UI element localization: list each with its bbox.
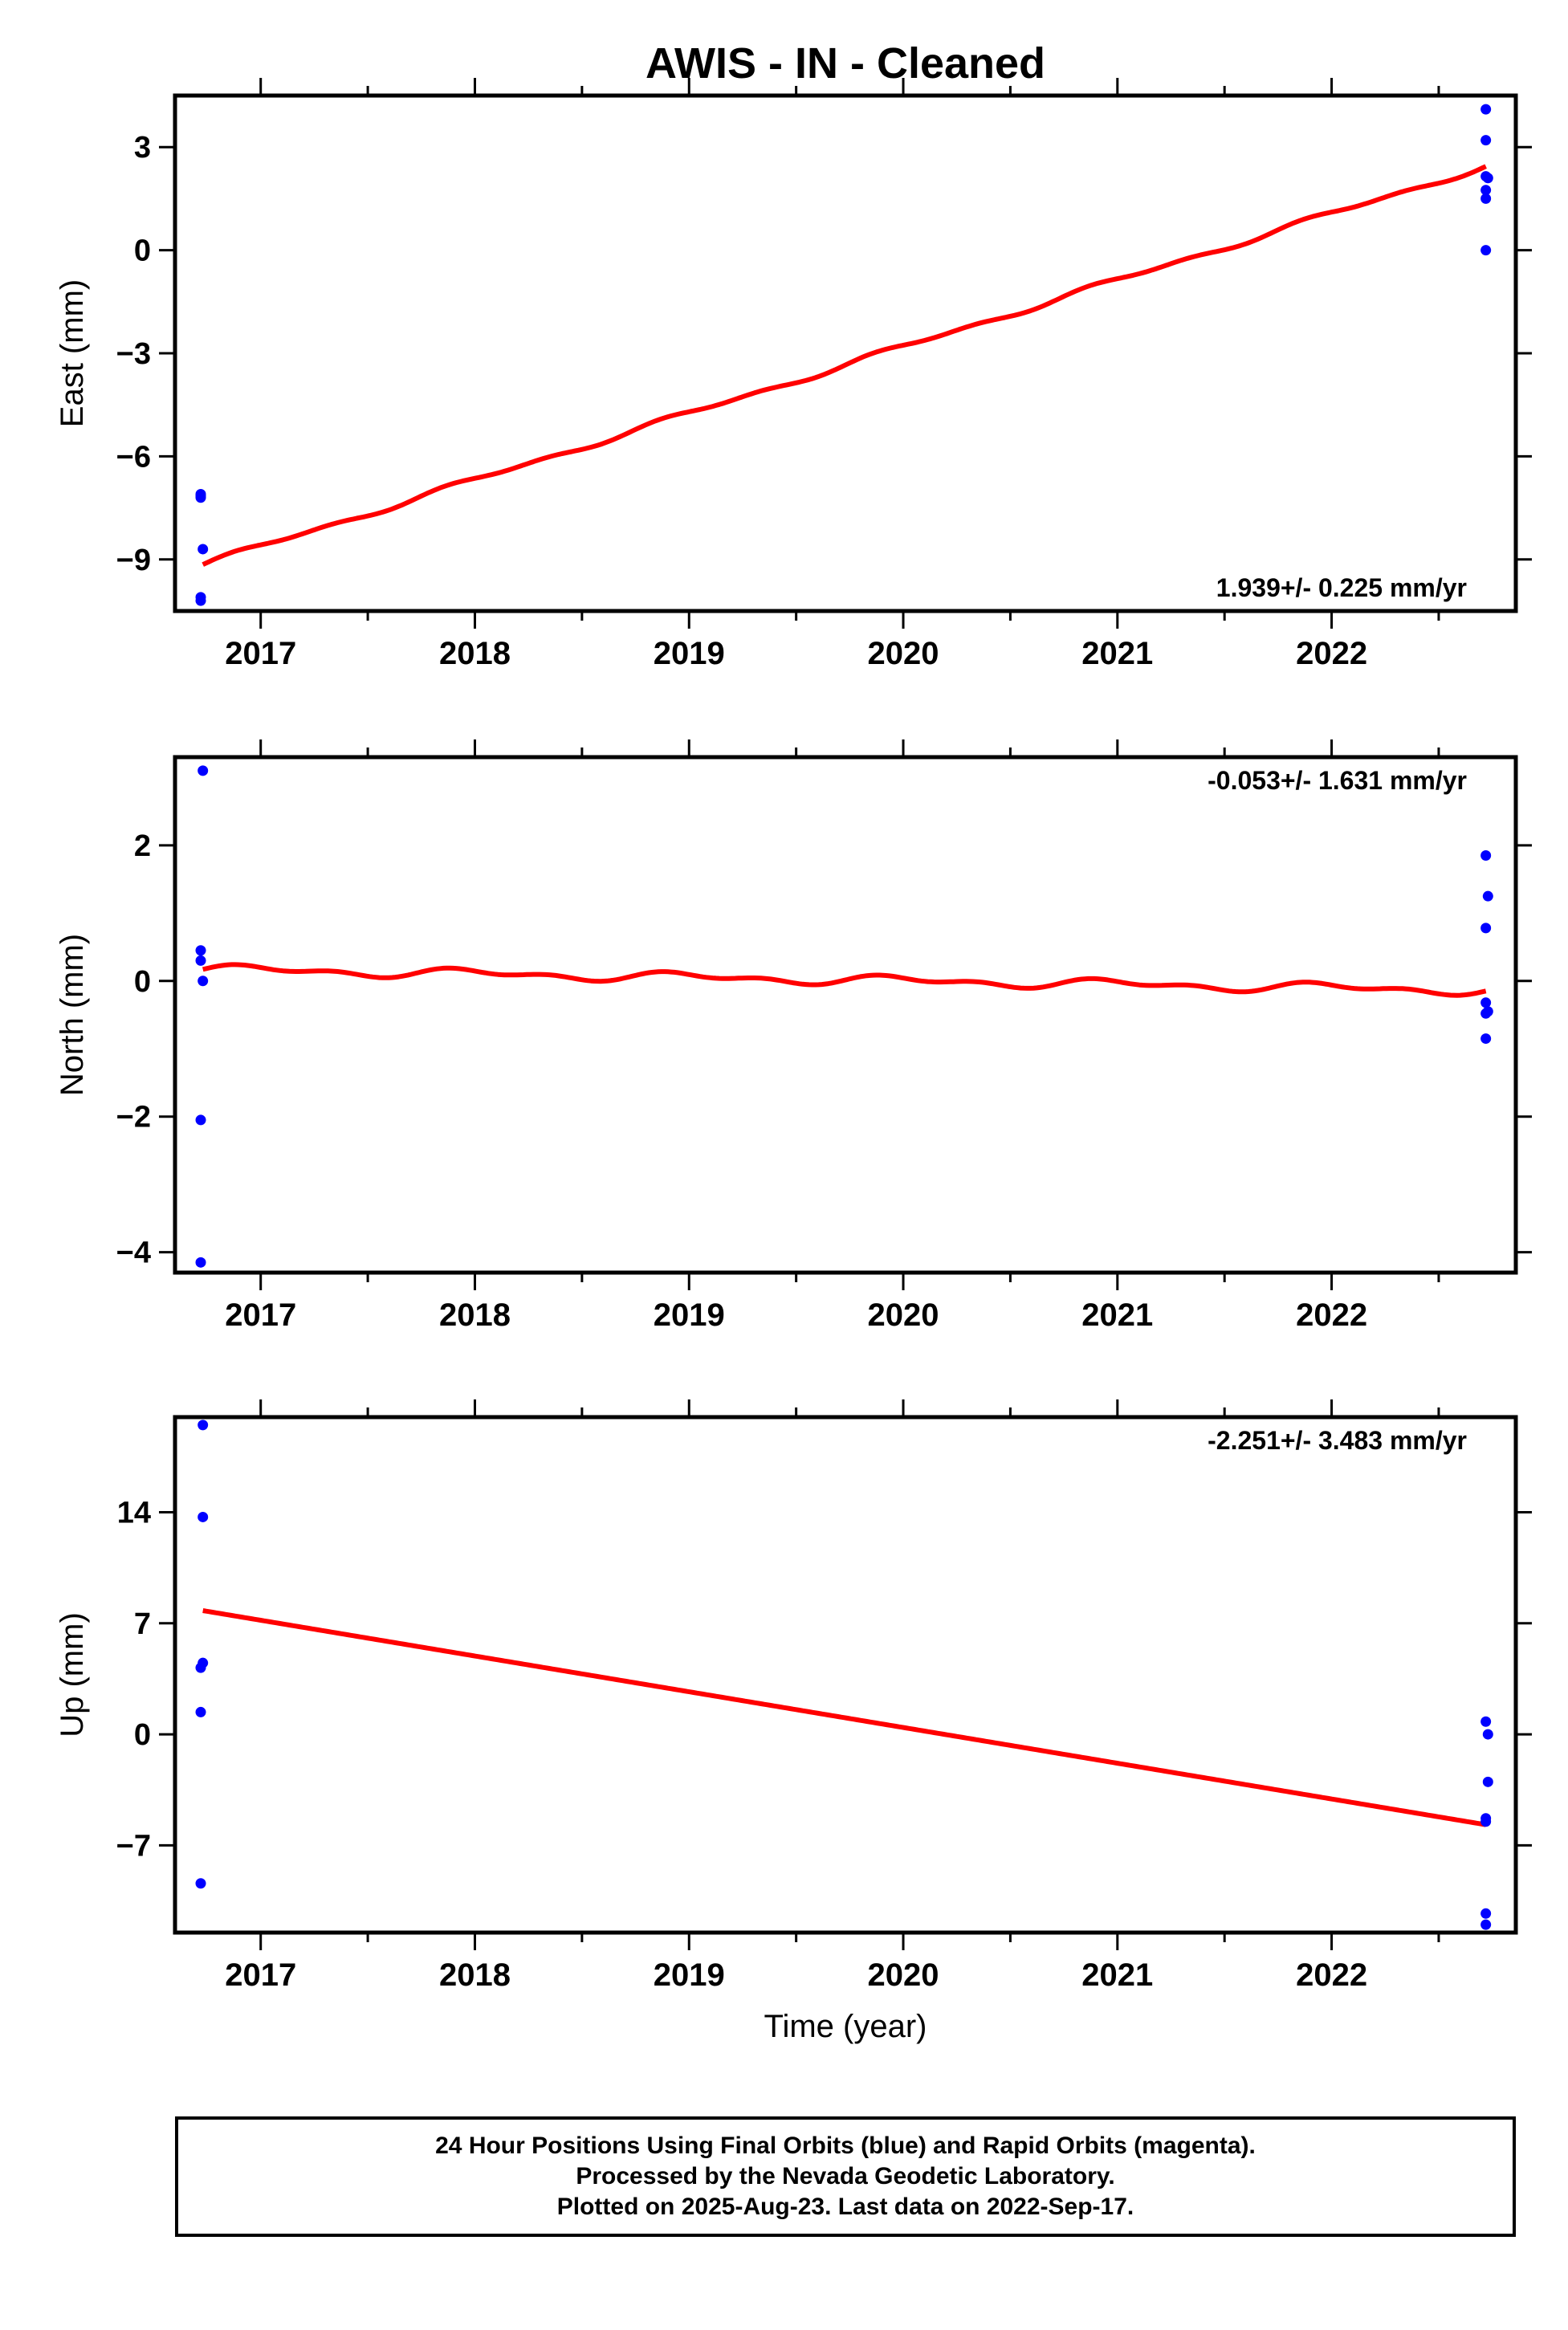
up-data-point xyxy=(198,1420,209,1431)
up-data-point xyxy=(1480,1816,1492,1827)
north-x-tick-label: 2020 xyxy=(868,1297,939,1333)
up-data-point xyxy=(1482,1776,1493,1787)
north-data-point xyxy=(195,955,206,966)
east-data-point xyxy=(1480,185,1492,196)
panels: 3 0 −3 −6 −9 2017 2018 2019 2020 2021 2022 1.939+/-… xyxy=(55,78,1532,2044)
footer-box: 24 Hour Positions Using Final Orbits (bl… xyxy=(175,2116,1516,2237)
footer-line-2: Processed by the Nevada Geodetic Laborat… xyxy=(576,2163,1115,2189)
east-data xyxy=(195,104,1493,606)
north-y-axis-label: North (mm) xyxy=(55,934,90,1096)
up-data-point xyxy=(1482,1729,1493,1740)
up-data-point xyxy=(195,1662,206,1673)
up-x-tick-label: 2020 xyxy=(868,1957,939,1993)
east-y-tick-label: 0 xyxy=(134,234,151,268)
up-data-point xyxy=(1480,1919,1492,1930)
east-x-tick-label: 2021 xyxy=(1081,636,1153,671)
north-x-tick-label: 2017 xyxy=(225,1297,296,1333)
east-data-point xyxy=(1480,245,1492,256)
north-y-tick-label: 0 xyxy=(134,965,151,999)
north-data-point xyxy=(195,1114,206,1126)
up-y-axis-label: Up (mm) xyxy=(55,1612,90,1737)
up-x-tick-label: 2018 xyxy=(439,1957,511,1993)
east-y-tick-label: 3 xyxy=(134,131,151,165)
position-timeseries-figure: AWIS - IN - Cleaned 3 0 −3 −6 −9 2017 2018 2019… xyxy=(55,39,1532,2044)
east-data-point xyxy=(1480,104,1492,115)
east-rate-label: 1.939+/- 0.225 mm/yr xyxy=(1216,573,1467,602)
north-fit-line xyxy=(202,962,1487,998)
up-x-tick-label: 2021 xyxy=(1081,1957,1153,1993)
up-y-tick-label: 0 xyxy=(134,1718,151,1752)
up-plot-frame xyxy=(173,1415,1518,1935)
up-y-tick-label: 14 xyxy=(117,1497,151,1530)
up-data-point xyxy=(195,1878,206,1889)
north-y-tick-label: −4 xyxy=(116,1236,151,1270)
north-data-point xyxy=(1480,997,1492,1008)
north-data-point xyxy=(195,1257,206,1268)
east-y-tick-label: −6 xyxy=(116,440,151,474)
up-x-tick-label: 2019 xyxy=(654,1957,725,1993)
north-x-tick-label: 2019 xyxy=(654,1297,725,1333)
footer-line-1: 24 Hour Positions Using Final Orbits (bl… xyxy=(435,2132,1256,2159)
north-y-tick-label: −2 xyxy=(116,1101,151,1134)
north-x-tick-label: 2018 xyxy=(439,1297,511,1333)
up-x-tick-label: 2017 xyxy=(225,1957,296,1993)
north-x-tick-label: 2022 xyxy=(1296,1297,1367,1333)
north-data-point xyxy=(1480,1008,1492,1019)
up-rate-label: -2.251+/- 3.483 mm/yr xyxy=(1208,1426,1467,1455)
east-panel: 3 0 −3 −6 −9 2017 2018 2019 2020 2021 2022 1.939+/-… xyxy=(55,78,1532,671)
east-x-tick-label: 2017 xyxy=(225,636,296,671)
up-data-point xyxy=(198,1511,209,1522)
north-data-point xyxy=(198,765,209,776)
east-y-tick-label: −9 xyxy=(116,544,151,577)
up-data-point xyxy=(1480,1908,1492,1919)
chart-title: AWIS - IN - Cleaned xyxy=(646,39,1045,88)
east-fit-line xyxy=(202,164,1487,567)
north-plot-frame xyxy=(173,755,1518,1275)
east-y-tick-label: −3 xyxy=(116,337,151,371)
north-y-tick-label: 2 xyxy=(134,829,151,863)
east-data-point xyxy=(198,544,209,555)
east-data-point xyxy=(195,595,206,606)
footer-line-3: Plotted on 2025-Aug-23. Last data on 202… xyxy=(556,2194,1134,2220)
up-data-point xyxy=(195,1706,206,1717)
up-x-axis-label: Time (year) xyxy=(764,2009,927,2044)
east-data-point xyxy=(195,491,206,502)
east-x-tick-label: 2022 xyxy=(1296,636,1367,671)
up-fit-line xyxy=(202,1608,1487,1827)
up-data xyxy=(195,1420,1493,1930)
north-data-point xyxy=(198,976,209,987)
north-panel: 2 0 −2 −4 2017 2018 2019 2020 2021 2022 -0.053+/- … xyxy=(55,739,1532,1333)
east-x-tick-label: 2020 xyxy=(868,636,939,671)
east-data-point xyxy=(1480,171,1492,182)
up-data-point xyxy=(1480,1716,1492,1727)
east-x-tick-label: 2019 xyxy=(654,636,725,671)
up-y-tick-label: −7 xyxy=(116,1829,151,1863)
north-x-tick-label: 2021 xyxy=(1081,1297,1153,1333)
east-y-axis-label: East (mm) xyxy=(55,279,90,427)
up-y-tick-label: 7 xyxy=(134,1607,151,1641)
north-data-point xyxy=(1480,849,1492,861)
up-panel: 14 7 0 −7 2017 2018 2019 2020 2021 2022 -2.251+/- … xyxy=(55,1399,1532,2044)
north-rate-label: -0.053+/- 1.631 mm/yr xyxy=(1208,766,1467,795)
north-data-point xyxy=(1482,890,1493,902)
north-data-point xyxy=(1480,923,1492,934)
up-x-tick-label: 2022 xyxy=(1296,1957,1367,1993)
east-data-point xyxy=(1480,193,1492,204)
east-x-tick-label: 2018 xyxy=(439,636,511,671)
east-data-point xyxy=(1480,135,1492,146)
north-data-point xyxy=(195,945,206,956)
north-data-point xyxy=(1480,1033,1492,1045)
north-data xyxy=(195,765,1493,1268)
east-plot-frame xyxy=(173,93,1518,613)
